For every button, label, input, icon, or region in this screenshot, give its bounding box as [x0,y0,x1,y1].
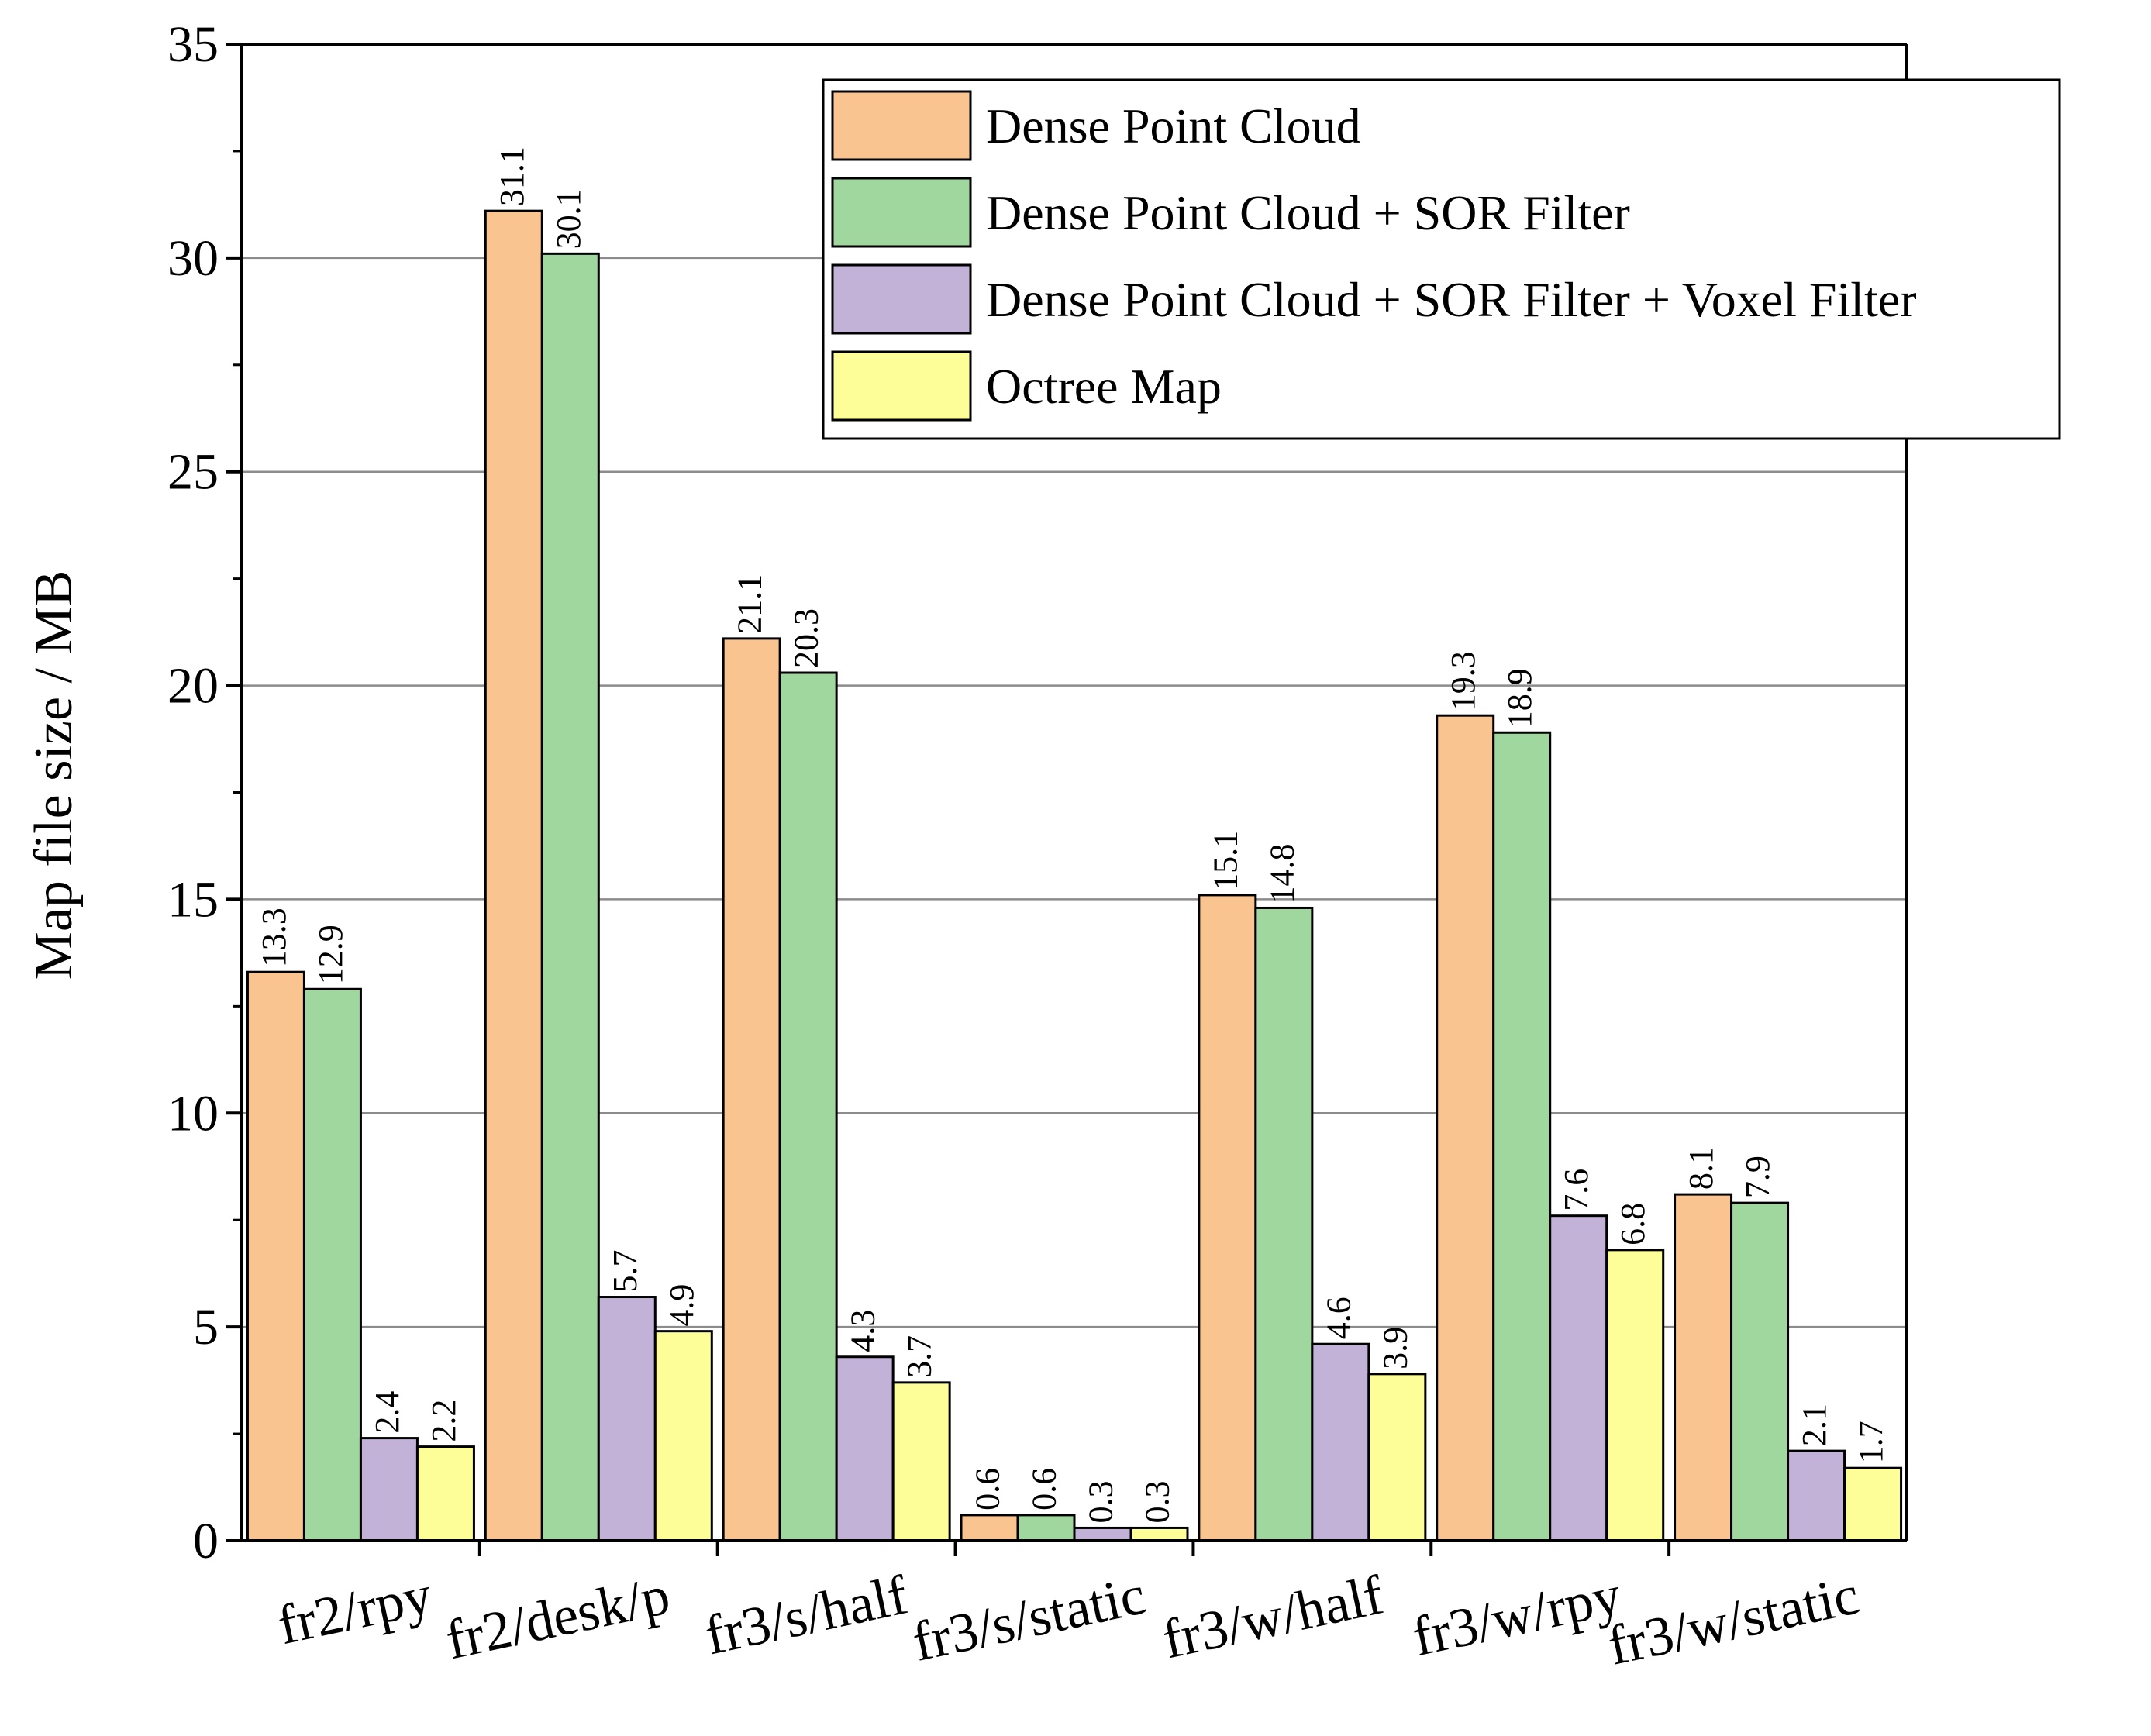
bars [246,209,1903,1542]
data-label-s0-c3: 0.6 [969,1468,1007,1510]
bar-s3-c6 [1843,1466,1903,1542]
legend: Dense Point Cloud Dense Point Cloud + SOR… [822,78,2061,440]
x-tick-label-4: fr3/w/half [1157,1563,1388,1670]
bar-s3-c0 [415,1445,475,1542]
y-tick-label-7: 35 [167,16,219,73]
data-label-s3-c4: 3.9 [1376,1327,1414,1369]
legend-swatch-3 [831,350,972,422]
data-label-s2-c5: 7.6 [1557,1169,1595,1211]
data-label-s3-c5: 6.8 [1614,1203,1652,1245]
data-label-s2-c6: 2.1 [1795,1404,1833,1446]
bar-s1-c5 [1492,731,1552,1542]
bar-s3-c5 [1605,1249,1665,1542]
data-label-s2-c0: 2.4 [368,1391,406,1434]
data-label-s1-c5: 18.9 [1501,668,1539,728]
data-label-s1-c3: 0.6 [1026,1468,1063,1510]
legend-label-0: Dense Point Cloud [986,98,1361,153]
data-label-s2-c2: 4.3 [844,1310,882,1352]
legend-label-1: Dense Point Cloud + SOR Filter [986,185,1630,240]
bar-s3-c3 [1129,1526,1189,1542]
legend-swatch-1 [831,177,972,248]
legend-swatch-0 [831,90,972,161]
data-label-s0-c1: 31.1 [493,146,531,206]
data-label-s3-c2: 3.7 [901,1335,939,1378]
y-tick-label-6: 30 [167,230,219,287]
data-label-s1-c6: 7.9 [1739,1156,1777,1198]
data-label-s1-c0: 12.9 [312,925,350,984]
data-label-s0-c5: 19.3 [1444,651,1482,711]
bar-s1-c6 [1730,1201,1790,1542]
data-label-s0-c2: 21.1 [731,574,769,634]
y-tick-label-0: 0 [193,1513,219,1569]
data-label-s3-c6: 1.7 [1852,1421,1890,1463]
data-label-s0-c6: 8.1 [1682,1147,1720,1190]
bar-s3-c1 [653,1330,713,1542]
data-label-s2-c4: 4.6 [1319,1297,1357,1339]
bar-s0-c3 [960,1514,1019,1542]
y-axis-label: Map file size / MB [24,570,84,980]
data-label-s1-c4: 14.8 [1263,843,1301,903]
bar-s1-c0 [302,987,362,1542]
legend-box [822,78,2061,440]
data-label-s3-c1: 4.9 [663,1284,701,1327]
bar-s0-c0 [246,970,305,1542]
bar-s0-c5 [1436,714,1495,1542]
y-tick-label-5: 25 [167,444,219,501]
data-labels: 13.3 31.1 21.1 0.6 15.1 19.3 8.1 12.9 30.1 20.3 0.… [255,146,1890,1523]
bar-s2-c5 [1549,1214,1608,1542]
y-tick-label-2: 10 [167,1085,219,1142]
bar-s1-c4 [1254,906,1314,1542]
x-tick-label-1: fr2/desk/p [440,1563,674,1671]
y-tick-label-3: 15 [167,871,219,928]
data-label-s1-c2: 20.3 [788,608,826,668]
bar-s2-c2 [835,1355,895,1542]
bar-s2-c1 [597,1296,657,1542]
bar-s3-c2 [891,1381,951,1542]
data-label-s3-c3: 0.3 [1139,1480,1177,1523]
y-tick-label-4: 20 [167,658,219,715]
x-tick-label-6: fr3/w/static [1603,1563,1864,1676]
data-label-s0-c4: 15.1 [1206,831,1244,890]
data-label-s3-c0: 2.2 [425,1400,463,1442]
x-tick-label-5: fr3/w/rpy [1407,1563,1626,1668]
bar-s2-c3 [1073,1526,1132,1542]
bar-s0-c6 [1674,1193,1733,1542]
bar-s2-c4 [1311,1342,1370,1542]
x-tick-label-3: fr3/s/static [907,1563,1150,1672]
legend-swatch-2 [831,264,972,335]
x-tick-label-2: fr3/s/half [700,1563,913,1666]
bar-s2-c6 [1787,1449,1846,1542]
bar-s0-c1 [484,209,543,1542]
bar-s3-c4 [1367,1373,1427,1542]
bar-s0-c2 [722,637,781,1542]
legend-label-2: Dense Point Cloud + SOR Filter + Voxel F… [986,272,1917,327]
y-tick-label-1: 5 [193,1299,219,1355]
data-label-s1-c1: 30.1 [550,189,588,249]
bar-s1-c3 [1016,1514,1076,1542]
legend-label-3: Octree Map [986,359,1222,414]
bar-s2-c0 [359,1437,419,1542]
data-label-s2-c1: 5.7 [606,1250,644,1293]
data-label-s2-c3: 0.3 [1082,1480,1120,1523]
x-tick-label-0: fr2/rpy [273,1563,437,1656]
bar-s1-c2 [778,671,838,1542]
data-label-s0-c0: 13.3 [255,908,293,967]
bar-s0-c4 [1198,894,1257,1542]
bar-s1-c1 [540,252,600,1542]
